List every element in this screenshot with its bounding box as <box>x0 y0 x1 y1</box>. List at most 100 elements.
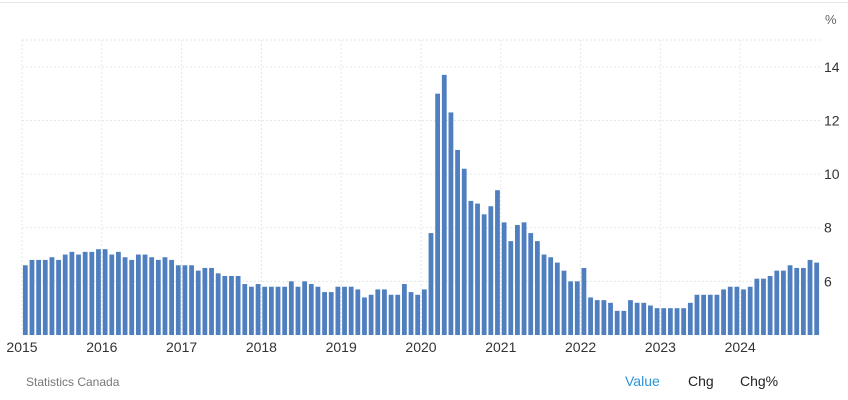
bar <box>255 284 261 335</box>
bar <box>36 259 42 335</box>
bar <box>142 254 148 335</box>
bar <box>614 310 620 335</box>
source-label: Statistics Canada <box>26 375 120 389</box>
y-tick-label: 8 <box>824 220 832 236</box>
bar <box>69 251 75 335</box>
bar <box>182 265 188 335</box>
bar <box>96 249 101 335</box>
bar <box>800 267 806 335</box>
bar <box>22 265 28 335</box>
y-tick-label: 14 <box>824 59 840 75</box>
bar <box>488 206 494 335</box>
bar <box>707 294 713 335</box>
y-unit-label: % <box>825 12 837 27</box>
bar <box>568 281 574 335</box>
bar <box>694 294 700 335</box>
tab-chg[interactable]: Chg <box>688 373 714 389</box>
bar <box>608 302 613 335</box>
bar <box>714 294 720 335</box>
bar <box>229 276 234 335</box>
x-tick-label: 2022 <box>565 339 596 355</box>
bar <box>302 281 308 335</box>
bar <box>541 254 547 335</box>
bar <box>774 270 780 335</box>
x-tick-label: 2023 <box>645 339 676 355</box>
bar <box>667 308 673 335</box>
bar <box>202 267 208 335</box>
top-divider <box>0 2 848 3</box>
bar <box>295 286 301 335</box>
bar <box>761 278 766 335</box>
bar <box>727 286 733 335</box>
bar <box>681 308 687 335</box>
bar <box>215 273 221 335</box>
bar <box>781 270 786 335</box>
bar <box>787 265 793 335</box>
bar <box>308 284 314 335</box>
x-tick-label: 2018 <box>246 339 277 355</box>
bar <box>648 305 653 335</box>
bar <box>621 310 627 335</box>
bar <box>242 284 248 335</box>
bar <box>135 254 141 335</box>
bar <box>355 289 361 335</box>
bar <box>149 257 155 335</box>
bar <box>794 267 800 335</box>
bar <box>581 267 587 335</box>
bar <box>116 251 121 335</box>
bar <box>268 286 274 335</box>
y-tick-label: 12 <box>824 112 840 128</box>
bar <box>508 241 514 335</box>
bar <box>554 262 560 335</box>
bar <box>322 292 327 335</box>
bar <box>155 259 161 335</box>
bar <box>109 254 115 335</box>
bar <box>169 259 175 335</box>
bar <box>588 297 593 335</box>
unemployment-bar-chart: 6 8 10 12 14% 2015 2016 2017 2018 2019 2020 2021 202… <box>6 12 840 355</box>
bar <box>468 200 474 335</box>
bar <box>501 222 507 335</box>
bar <box>461 168 467 335</box>
tab-value[interactable]: Value <box>625 373 660 389</box>
bar <box>288 281 294 335</box>
bar <box>661 308 667 335</box>
bar <box>441 74 447 336</box>
bar <box>754 278 760 335</box>
bar <box>435 93 441 335</box>
bar <box>162 257 168 335</box>
x-tick-label: 2024 <box>725 339 756 355</box>
bar <box>814 262 820 335</box>
bar <box>282 286 288 335</box>
bar <box>209 267 214 335</box>
bar <box>594 300 600 335</box>
bar <box>421 289 427 335</box>
x-tick-label: 2020 <box>405 339 436 355</box>
bar <box>401 284 407 335</box>
bar <box>82 251 88 335</box>
x-tick-label: 2017 <box>166 339 197 355</box>
bar <box>328 292 334 335</box>
bar <box>601 300 607 335</box>
bar <box>687 302 693 335</box>
x-tick-label: 2015 <box>6 339 37 355</box>
bar <box>235 276 241 335</box>
tab-chg-percent[interactable]: Chg% <box>740 373 779 389</box>
bar <box>747 286 753 335</box>
view-tabs: Value Chg Chg% <box>608 373 848 395</box>
bar <box>408 292 414 335</box>
bar <box>335 286 341 335</box>
bar <box>807 259 813 335</box>
bar <box>721 289 726 335</box>
bar <box>362 297 367 335</box>
bar <box>42 259 48 335</box>
bar <box>262 286 268 335</box>
bar <box>521 222 527 335</box>
bar <box>189 265 194 335</box>
bar <box>375 289 381 335</box>
bar <box>674 308 680 335</box>
bar <box>56 259 61 335</box>
bar <box>175 265 181 335</box>
bar <box>122 257 128 335</box>
bar <box>348 286 354 335</box>
